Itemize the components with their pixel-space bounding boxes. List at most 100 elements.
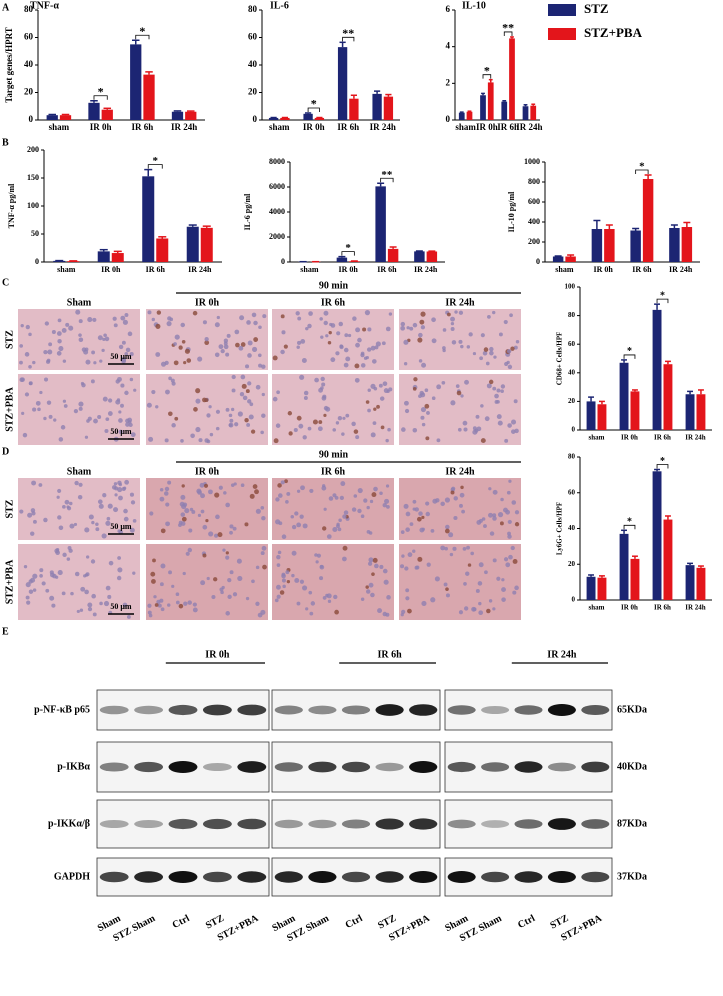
cell-nucleus (455, 384, 460, 388)
cell-nucleus (90, 559, 96, 564)
cell-nucleus (155, 352, 161, 357)
cell-nucleus (97, 499, 103, 505)
bar (487, 82, 494, 120)
cell-nucleus (63, 404, 68, 408)
cell-nucleus (254, 489, 259, 495)
cell-nucleus (340, 481, 346, 487)
cell-nucleus (450, 400, 456, 406)
cell-nucleus (454, 310, 458, 314)
cell-nucleus (108, 560, 114, 566)
significance-label: * (153, 155, 159, 167)
cell-nucleus (167, 480, 172, 485)
bar (565, 256, 576, 262)
cell-nucleus (247, 340, 253, 346)
cell-nucleus (168, 411, 173, 417)
cell-nucleus (400, 613, 404, 617)
cell-nucleus (363, 498, 368, 503)
bar (669, 228, 680, 262)
cell-nucleus (229, 530, 233, 535)
blot-band (481, 762, 510, 772)
cell-nucleus (362, 327, 367, 332)
cell-nucleus (501, 578, 505, 582)
cell-nucleus (181, 516, 187, 522)
cell-nucleus (245, 596, 250, 601)
cell-nucleus (32, 407, 37, 412)
cell-nucleus (444, 497, 451, 503)
cell-nucleus (365, 585, 369, 589)
cell-nucleus (121, 486, 126, 492)
cell-nucleus (84, 347, 89, 352)
cell-nucleus (385, 484, 390, 488)
blot-band (375, 818, 404, 830)
cell-nucleus (515, 340, 520, 344)
cell-nucleus (129, 492, 135, 497)
cell-nucleus (365, 400, 370, 404)
bar (156, 238, 169, 262)
y-tick-label: 0 (253, 114, 258, 124)
cell-nucleus (403, 503, 409, 509)
cell-nucleus (217, 532, 223, 538)
bar (685, 565, 695, 600)
cell-nucleus (310, 601, 316, 606)
cell-nucleus (448, 532, 454, 538)
cell-nucleus (244, 417, 249, 423)
cell-nucleus (255, 384, 261, 390)
blot-band (409, 761, 438, 773)
cell-nucleus (477, 581, 483, 586)
significance-label: * (660, 456, 665, 467)
cell-nucleus (258, 363, 262, 368)
group-label: IR 24h (547, 649, 577, 660)
cell-nucleus (323, 320, 328, 326)
cell-nucleus (229, 570, 234, 575)
cell-nucleus (332, 493, 337, 498)
cell-nucleus (84, 435, 89, 439)
significance-label: * (484, 63, 490, 77)
scale-bar-label: 50 μm (110, 522, 132, 531)
cell-nucleus (193, 407, 198, 412)
blot-band (581, 704, 610, 716)
x-tick-label: sham (455, 122, 476, 132)
cell-nucleus (151, 579, 156, 584)
cell-nucleus (23, 564, 28, 569)
cell-nucleus (464, 379, 469, 385)
cell-nucleus (173, 342, 177, 346)
blot-band (547, 704, 576, 716)
cell-nucleus (227, 578, 232, 583)
cell-nucleus (478, 562, 484, 568)
cell-nucleus (129, 352, 134, 357)
cell-nucleus (418, 332, 423, 338)
cell-nucleus (276, 584, 281, 590)
cell-nucleus (228, 413, 233, 418)
significance-label: * (660, 290, 665, 301)
y-tick-label: 8000 (269, 157, 285, 166)
cell-nucleus (84, 527, 90, 533)
cell-nucleus (372, 421, 377, 426)
y-tick-label: 0 (281, 257, 285, 266)
cell-nucleus (225, 555, 230, 560)
cell-nucleus (78, 319, 83, 324)
cell-nucleus (496, 400, 500, 404)
cell-nucleus (450, 490, 455, 495)
y-tick-label: 100 (565, 283, 576, 291)
cell-nucleus (226, 333, 231, 338)
cell-nucleus (90, 379, 95, 384)
y-tick-label: 100 (27, 201, 39, 210)
cell-nucleus (382, 502, 387, 508)
cell-nucleus (321, 395, 327, 401)
x-tick-label: IR 24h (685, 434, 706, 442)
cell-nucleus (505, 562, 511, 568)
cell-nucleus (49, 595, 55, 601)
cell-nucleus (150, 571, 156, 577)
cell-nucleus (74, 480, 79, 486)
bar (696, 394, 706, 430)
cell-nucleus (175, 592, 180, 597)
cell-nucleus (184, 508, 190, 514)
cell-nucleus (400, 321, 406, 327)
blot-band (481, 705, 510, 715)
scale-bar-label: 50 μm (110, 352, 132, 361)
cell-nucleus (459, 492, 465, 498)
cell-nucleus (510, 545, 515, 551)
blot-band (341, 705, 371, 715)
cell-nucleus (164, 491, 169, 496)
cell-nucleus (87, 317, 93, 323)
